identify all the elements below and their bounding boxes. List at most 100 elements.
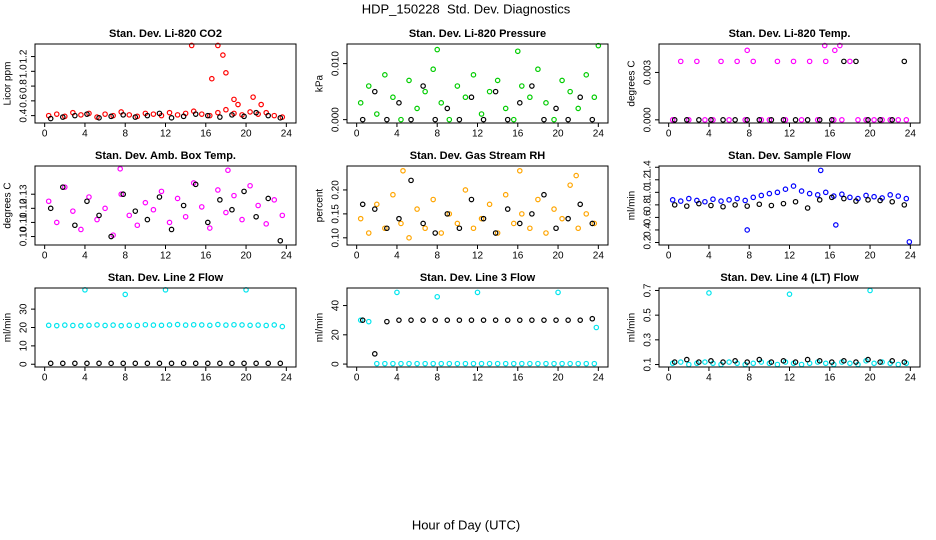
point — [865, 117, 871, 123]
point — [374, 111, 380, 117]
point — [543, 230, 549, 236]
y-tick-label: 0.4 — [19, 108, 30, 122]
point — [166, 219, 173, 226]
point — [265, 360, 272, 367]
point — [394, 289, 400, 296]
point — [438, 360, 445, 367]
point — [223, 209, 229, 216]
point — [456, 317, 463, 323]
point — [150, 111, 157, 117]
point — [198, 322, 205, 328]
point — [102, 322, 108, 329]
plot-frame — [346, 165, 609, 246]
point — [144, 112, 151, 119]
point — [841, 195, 847, 202]
point — [96, 212, 102, 219]
point — [758, 117, 765, 123]
x-tick-label: 24 — [905, 373, 917, 384]
point — [527, 225, 533, 232]
point — [204, 360, 211, 367]
y-tick-label: 40 — [331, 300, 342, 312]
point — [865, 197, 871, 203]
point — [510, 220, 517, 227]
point — [895, 117, 902, 123]
y-axis-label: ml/min — [627, 191, 638, 220]
x-tick-label: 12 — [472, 251, 484, 262]
x-tick-label: 0 — [666, 373, 672, 384]
point — [122, 291, 129, 298]
panel-title: Stan. Dev. Line 2 Flow — [108, 272, 224, 284]
point — [277, 237, 284, 244]
point — [250, 94, 256, 100]
y-tick-label: 0.13 — [19, 184, 30, 204]
point — [798, 188, 805, 194]
point — [132, 360, 139, 367]
point — [732, 202, 738, 208]
point — [804, 117, 811, 123]
point — [94, 216, 100, 223]
point — [255, 322, 261, 328]
x-tick-label: 12 — [472, 373, 484, 384]
point — [855, 117, 861, 123]
point — [575, 225, 581, 232]
x-tick-label: 4 — [82, 251, 88, 262]
x-tick-label: 0 — [666, 129, 672, 140]
point — [207, 322, 213, 329]
y-tick-label: 1.2 — [643, 172, 654, 186]
point — [263, 221, 269, 227]
x-tick-label: 24 — [593, 129, 605, 140]
point — [231, 321, 237, 328]
point — [174, 321, 181, 328]
point — [780, 200, 787, 207]
point — [223, 106, 229, 113]
point — [696, 359, 702, 365]
x-tick-label: 0 — [42, 129, 48, 140]
point — [182, 322, 189, 328]
chart-title: HDP_150228 Std. Dev. Diagnostics — [362, 1, 571, 16]
point — [710, 117, 716, 123]
point — [742, 197, 748, 204]
point — [396, 215, 402, 222]
point — [120, 112, 127, 118]
point — [398, 116, 404, 123]
point — [480, 215, 487, 222]
point — [359, 201, 366, 208]
point — [422, 360, 428, 367]
point — [504, 317, 511, 323]
point — [683, 117, 690, 123]
point — [357, 215, 364, 222]
point — [357, 317, 364, 323]
point — [758, 192, 765, 199]
point — [839, 117, 845, 123]
point — [180, 360, 187, 367]
point — [53, 219, 60, 226]
y-tick-label: 0 — [19, 361, 30, 367]
point — [271, 112, 278, 119]
point — [710, 196, 716, 203]
point — [371, 88, 378, 95]
point — [768, 359, 775, 365]
point — [241, 113, 247, 120]
x-tick-label: 8 — [746, 129, 752, 140]
x-tick-label: 8 — [434, 251, 440, 262]
point — [474, 289, 481, 296]
point — [780, 358, 787, 364]
point — [816, 197, 823, 203]
point — [59, 114, 66, 120]
point — [702, 198, 708, 205]
point — [720, 117, 726, 123]
y-axis-label: ml/min — [627, 313, 638, 342]
point — [59, 360, 66, 367]
plot-frame — [34, 43, 297, 124]
point — [454, 83, 461, 89]
point — [434, 293, 441, 300]
y-tick-label: 1.0 — [643, 185, 654, 199]
point — [583, 72, 590, 78]
point — [180, 202, 187, 209]
point — [78, 112, 84, 118]
y-tick-label: 0.10 — [19, 226, 30, 246]
point — [168, 360, 175, 367]
point — [235, 101, 241, 108]
point — [887, 117, 893, 123]
point — [398, 220, 404, 227]
